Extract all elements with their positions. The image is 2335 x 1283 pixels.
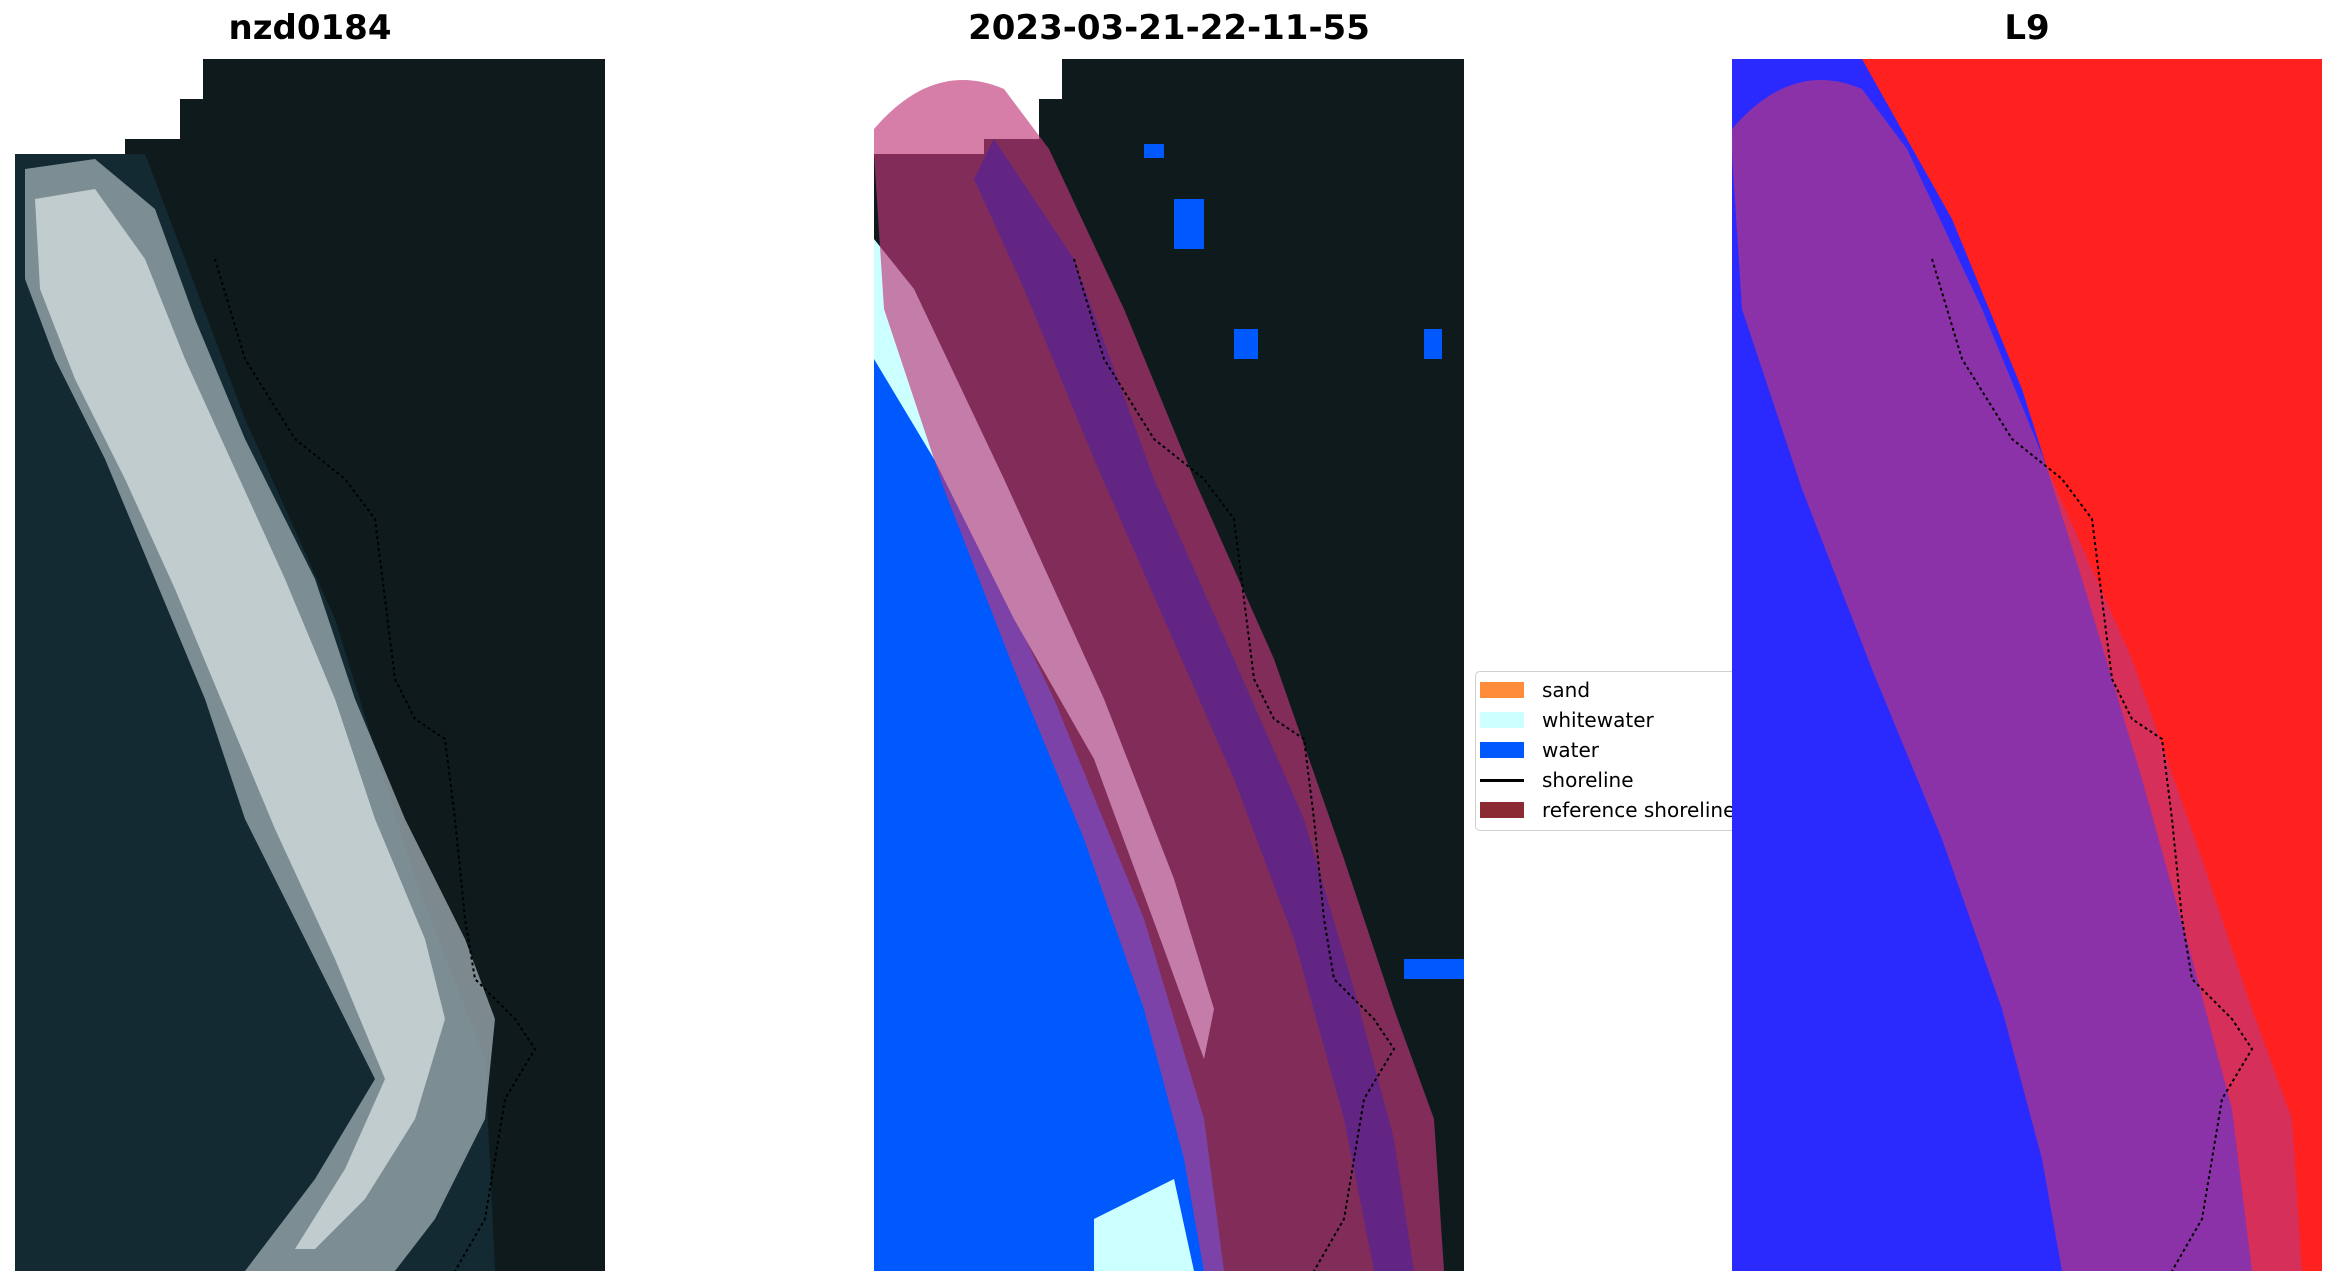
- panel-title-index: L9: [2004, 8, 2050, 48]
- legend-swatch-reference-shoreline: [1480, 802, 1524, 818]
- legend-item-water: water: [1476, 736, 1736, 762]
- legend-label-water: water: [1542, 738, 1599, 762]
- legend-label-reference-shoreline: reference shoreline: [1542, 798, 1736, 822]
- legend-item-reference-shoreline: reference shoreline: [1476, 796, 1736, 822]
- classification-panel: [874, 59, 1464, 1271]
- legend-item-sand: sand: [1476, 676, 1736, 702]
- index-panel: [1732, 59, 2322, 1271]
- panel-title-rgb: nzd0184: [228, 8, 392, 48]
- legend-label-sand: sand: [1542, 678, 1591, 702]
- legend-swatch-sand: [1480, 682, 1524, 698]
- legend-swatch-shoreline: [1480, 779, 1524, 782]
- panel-title-classification: 2023-03-21-22-11-55: [968, 8, 1370, 48]
- legend-label-shoreline: shoreline: [1542, 768, 1634, 792]
- legend-label-whitewater: whitewater: [1542, 708, 1654, 732]
- legend: sand whitewater water shoreline referenc…: [1475, 671, 1737, 831]
- legend-item-shoreline: shoreline: [1476, 766, 1736, 792]
- legend-swatch-water: [1480, 742, 1524, 758]
- legend-item-whitewater: whitewater: [1476, 706, 1736, 732]
- rgb-image-panel: [15, 59, 605, 1271]
- legend-swatch-whitewater: [1480, 712, 1524, 728]
